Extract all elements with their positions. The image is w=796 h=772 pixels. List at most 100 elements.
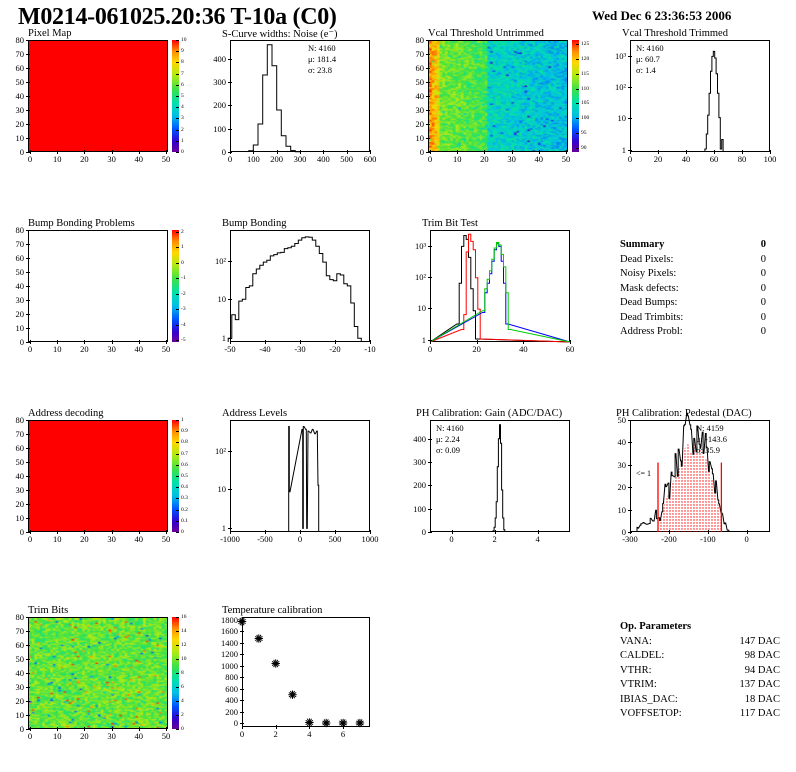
palette-tick [176, 278, 179, 280]
axis-tick-label: 30 [15, 105, 25, 115]
palette-tick [176, 51, 179, 53]
axis-tick-label: 200 [413, 480, 426, 491]
axis-tick [57, 727, 59, 731]
panel-title: S-Curve widths: Noise (e⁻) [222, 29, 338, 40]
axis-tick [457, 150, 459, 154]
axis-tick-label: 500 [340, 154, 354, 164]
panel-trim-bit-test: Trim Bit Test 1 10 10² 10³ 0 20 40 60 [400, 218, 600, 358]
axis-tick [138, 727, 140, 731]
palette-tick [576, 44, 579, 45]
axis-tick-label: 0 [449, 534, 454, 544]
axis-tick [26, 462, 30, 463]
palette-tick [176, 715, 179, 716]
axis-tick [335, 340, 336, 344]
axis-tick-label: -40 [259, 344, 271, 354]
axis-tick-label: 10 [452, 154, 462, 164]
axis-tick [26, 82, 30, 83]
axis-tick-label: 400 [413, 433, 426, 444]
axis-tick [300, 340, 301, 344]
axis-tick [228, 261, 232, 263]
axis-tick-label: 200 [270, 154, 284, 164]
axis-tick [428, 532, 432, 533]
axis-tick-label: 500 [328, 534, 342, 544]
scatter-marker [338, 718, 348, 728]
panel-address-levels: Address Levels 1 10 10² -1000 -500 0 500 1000 [200, 408, 400, 548]
axis-tick-label: 200 [213, 100, 226, 111]
axis-tick [138, 340, 140, 344]
palette-tick [576, 148, 579, 149]
axis-tick [228, 337, 232, 339]
palette-tick-label: 2 [181, 126, 184, 133]
palette-tick-label: 115 [581, 70, 590, 77]
axis-tick [26, 342, 30, 343]
pedestal-histogram-outline [636, 412, 730, 532]
axis-tick [628, 487, 632, 489]
temperature-scatter [237, 617, 365, 728]
axis-tick-label: 20 [80, 534, 89, 544]
axis-tick [30, 530, 31, 534]
scatter-marker [237, 617, 247, 626]
palette-tick [176, 62, 179, 64]
axis-tick-label: 0 [621, 527, 626, 537]
axis-tick [26, 645, 30, 646]
palette-tick-label: 16 [181, 614, 187, 620]
axis-tick-label: 20 [472, 344, 481, 354]
axis-tick [228, 299, 232, 301]
palette-tick-label: 0.9 [181, 428, 188, 435]
bump-bonding-histogram [227, 236, 362, 342]
palette-tick-label: 10 [181, 37, 187, 43]
ph-pedestal-histogram [636, 412, 730, 532]
panel-title: Pixel Map [28, 28, 72, 39]
palette-tick-label: 0.7 [181, 450, 188, 457]
axis-tick [166, 340, 167, 344]
scurve-stats: N: 4160 μ: 181.4 σ: 23.8 [308, 43, 337, 75]
palette-tick-label: 0.5 [181, 473, 188, 479]
axis-tick-label: 0 [19, 724, 24, 734]
axis-tick [323, 150, 325, 154]
palette-tick-label: 100 [581, 115, 590, 122]
axis-tick-label: 0 [27, 534, 33, 544]
panel-title: Bump Bonding Problems [28, 218, 135, 229]
axis-tick [26, 314, 30, 315]
axis-tick [166, 150, 167, 154]
palette-tick-label: 0 [181, 259, 184, 266]
panel-title: Address decoding [28, 408, 104, 419]
trim-bit-series [429, 242, 571, 343]
axis-tick-label: -500 [257, 534, 273, 544]
axis-tick [240, 688, 244, 690]
axis-tick-label: 80 [737, 154, 747, 164]
axis-tick-label: 10 [52, 534, 62, 544]
axis-tick [630, 530, 631, 534]
axis-tick [570, 340, 571, 344]
axis-tick-label: 60 [15, 253, 25, 263]
axis-tick-label: 1 [221, 332, 226, 343]
palette-tick-label: 1 [181, 417, 184, 423]
palette-tick [176, 631, 179, 632]
axis-tick-label: 10² [414, 272, 426, 283]
palette-tick [576, 133, 579, 135]
palette-tick-label: 105 [581, 100, 590, 107]
axis-tick [26, 110, 30, 111]
axis-tick [228, 451, 232, 453]
palette-tick-label: 8 [181, 670, 184, 676]
panel-bump-bonding: Bump Bonding 1 10 10² -50 -40 -30 -20 -10 [200, 218, 400, 358]
axis-tick-label: 30 [107, 534, 116, 544]
axis-tick [346, 150, 348, 154]
axis-tick-label: 1000 [361, 534, 379, 544]
axis-tick-label: 40 [15, 668, 25, 678]
palette-tick-label: 14 [181, 628, 187, 634]
axis-tick [30, 727, 31, 731]
palette-tick [576, 58, 579, 60]
palette-tick [176, 498, 179, 500]
axis-tick [426, 152, 430, 153]
axis-tick-label: 0 [239, 729, 245, 739]
palette-tick-label: 0.1 [181, 517, 188, 524]
axis-tick-label: 0 [19, 337, 24, 347]
panel-scurve-widths: S-Curve widths: Noise (e⁻) N: 4160 μ: 18… [200, 28, 400, 168]
palette-tick [176, 520, 179, 522]
axis-tick-label: 10 [417, 303, 427, 314]
axis-tick [428, 485, 432, 487]
palette-tick [576, 103, 579, 105]
palette-tick [176, 152, 179, 153]
axis-tick [166, 530, 167, 534]
